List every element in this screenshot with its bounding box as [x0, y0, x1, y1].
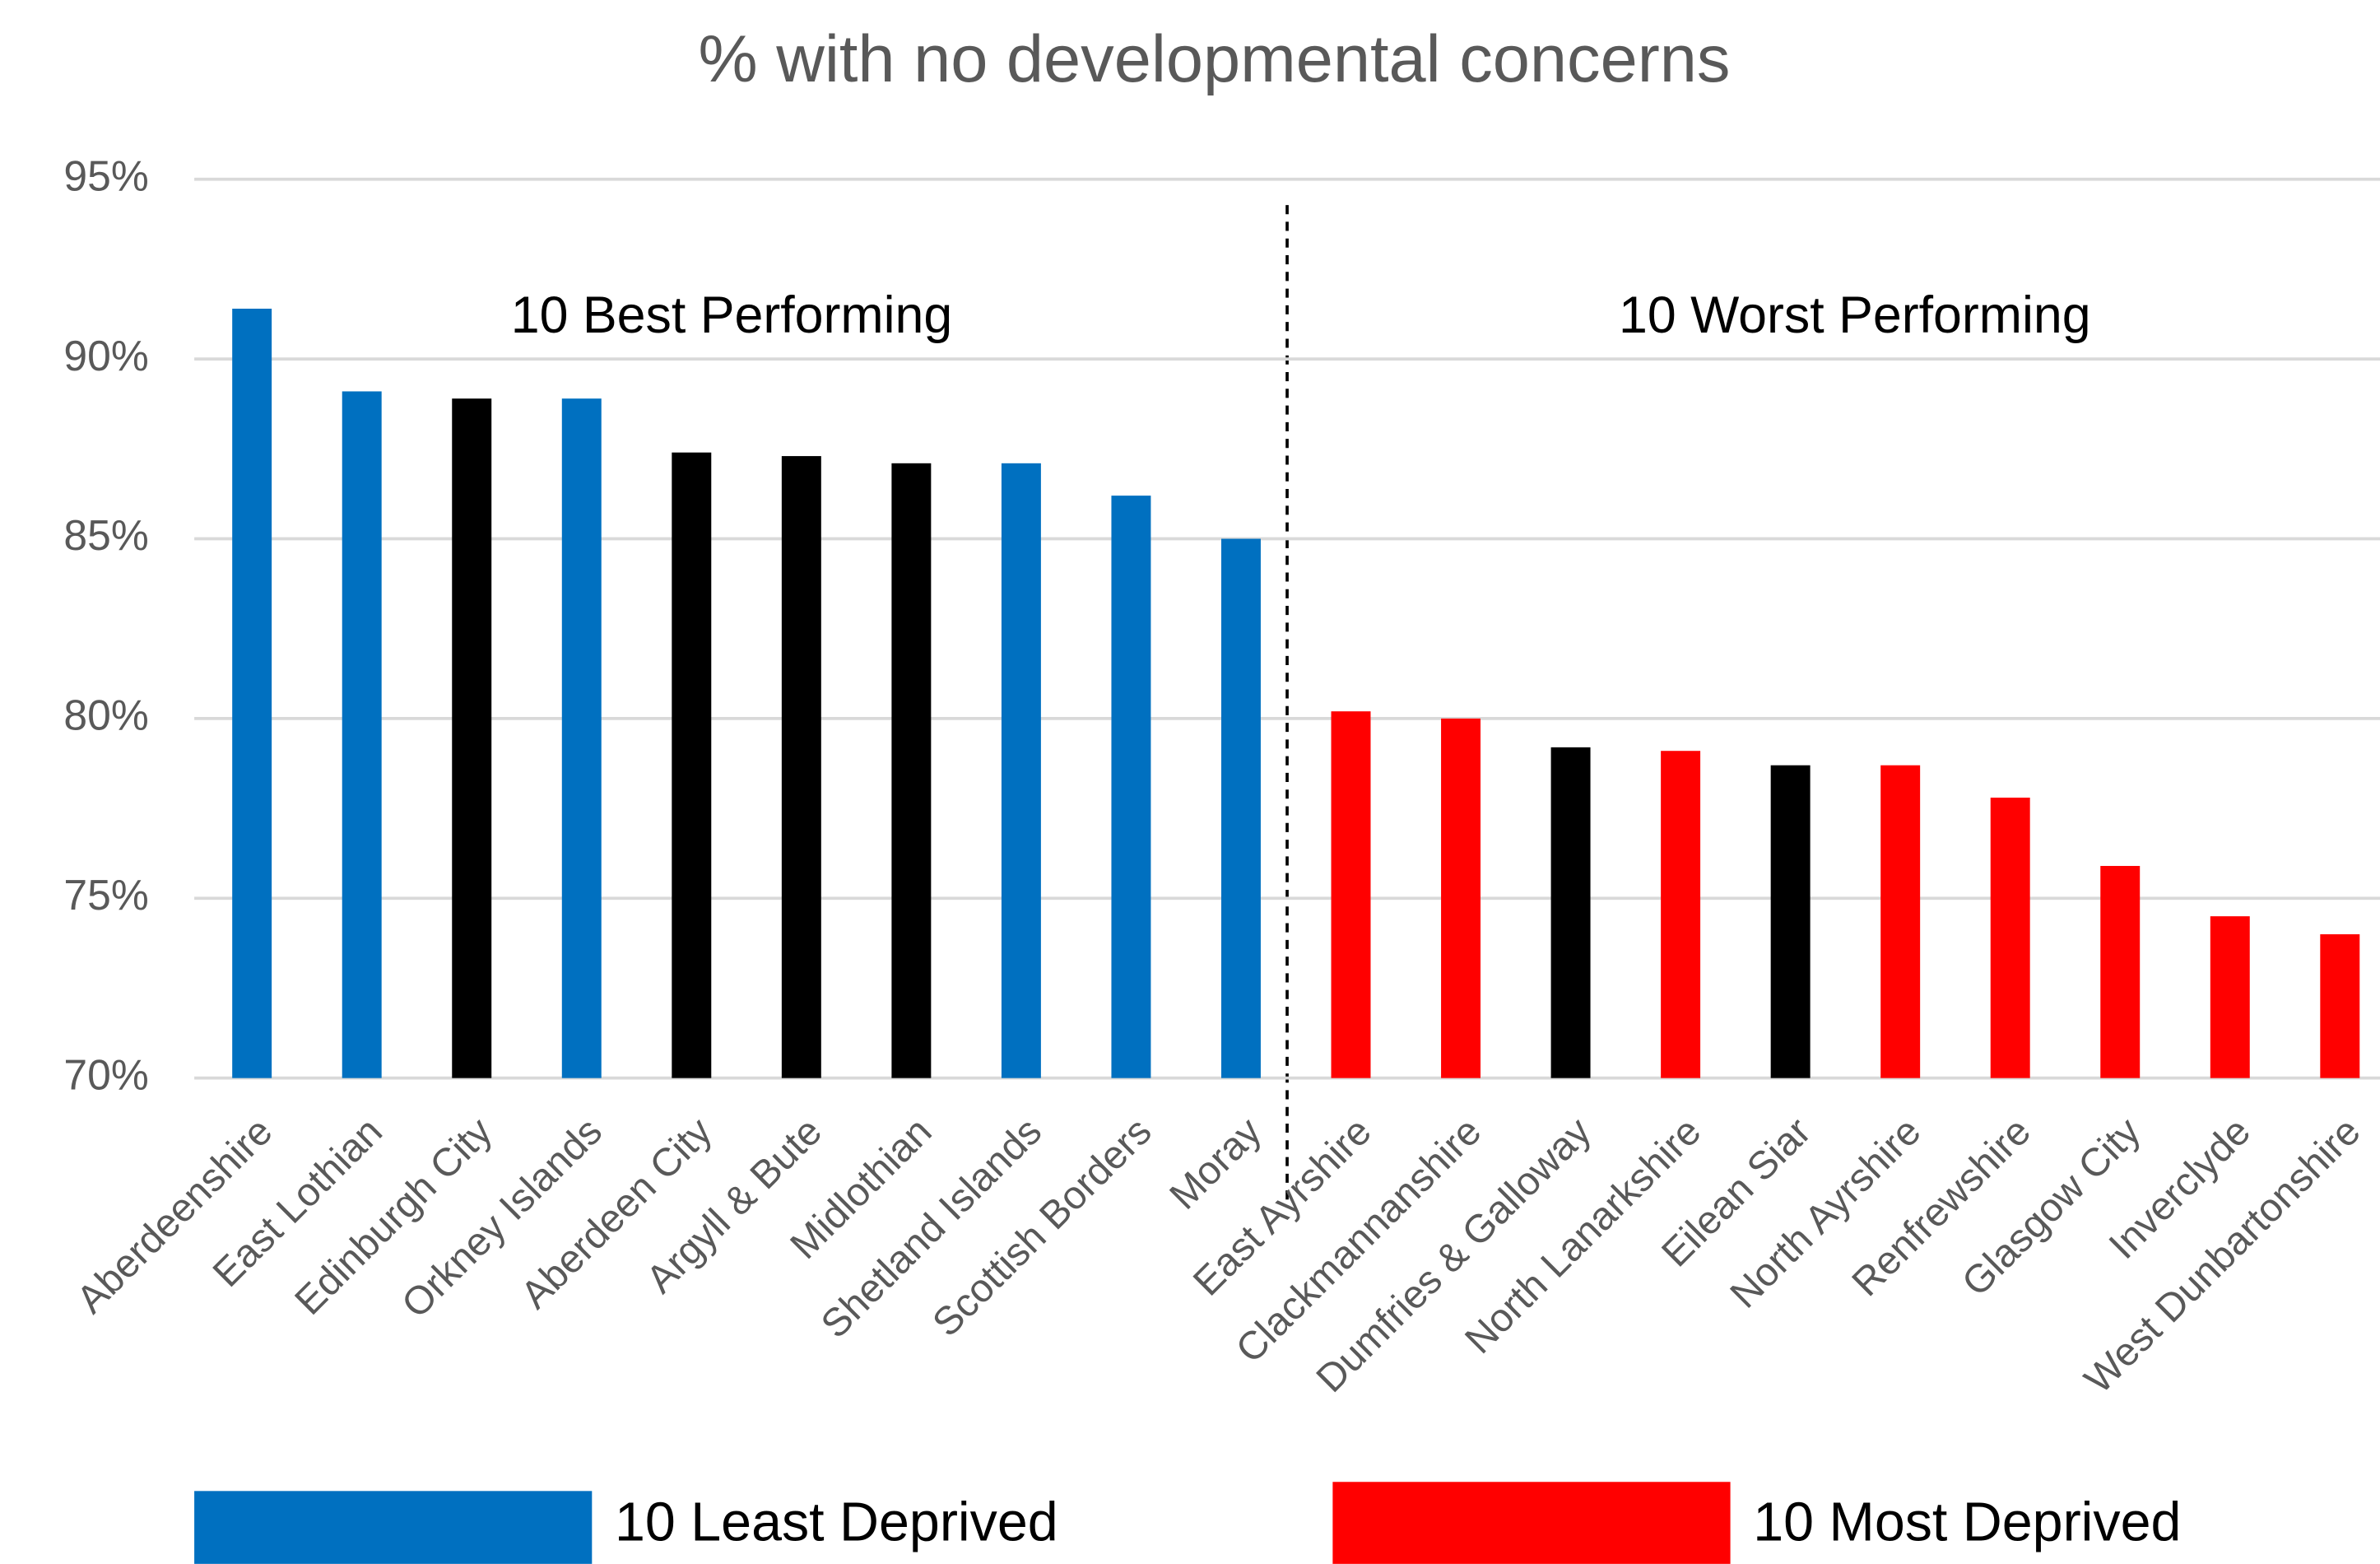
- bar: [342, 391, 382, 1078]
- bar: [232, 309, 272, 1078]
- legend-swatch: [1332, 1482, 1731, 1564]
- bar: [672, 452, 712, 1078]
- bar: [1990, 797, 2030, 1078]
- legend-label: 10 Least Deprived: [615, 1492, 1058, 1552]
- annotation: 10 Best Performing: [511, 286, 953, 344]
- x-tick-label: Moray: [1161, 1110, 1270, 1218]
- bar: [561, 398, 602, 1078]
- bar: [2210, 916, 2250, 1078]
- x-tick-label: North Ayrshire: [1722, 1110, 1930, 1317]
- bar: [2100, 865, 2141, 1078]
- y-tick-label: 70%: [63, 1050, 148, 1098]
- bar: [1111, 496, 1151, 1078]
- legend-swatch: [194, 1491, 593, 1564]
- bar: [781, 456, 821, 1078]
- y-tick-label: 85%: [63, 511, 148, 559]
- bar: [1001, 463, 1041, 1078]
- bar: [2320, 933, 2360, 1078]
- bar: [1220, 538, 1261, 1078]
- bar: [1770, 765, 1811, 1078]
- y-tick-label: 75%: [63, 871, 148, 919]
- annotation: 10 Worst Performing: [1619, 286, 2091, 344]
- bar: [1550, 747, 1591, 1078]
- bar: [1331, 711, 1371, 1078]
- y-tick-label: 90%: [63, 332, 148, 379]
- bar: [891, 463, 932, 1078]
- y-tick-label: 95%: [63, 151, 148, 199]
- bar: [1441, 718, 1481, 1078]
- x-tick-label: Orkney Islands: [393, 1110, 611, 1327]
- bar: [1661, 751, 1701, 1078]
- bar: [452, 398, 492, 1078]
- legend-label: 10 Most Deprived: [1753, 1492, 2181, 1552]
- y-tick-label: 80%: [63, 691, 148, 739]
- x-tick-label: Aberdeenshire: [68, 1110, 281, 1322]
- x-tick-label: Edinburgh City: [287, 1110, 501, 1324]
- bar: [1880, 765, 1921, 1078]
- chart-title: % with no developmental concerns: [699, 22, 1731, 96]
- x-tick-label: Aberdeen City: [513, 1110, 720, 1317]
